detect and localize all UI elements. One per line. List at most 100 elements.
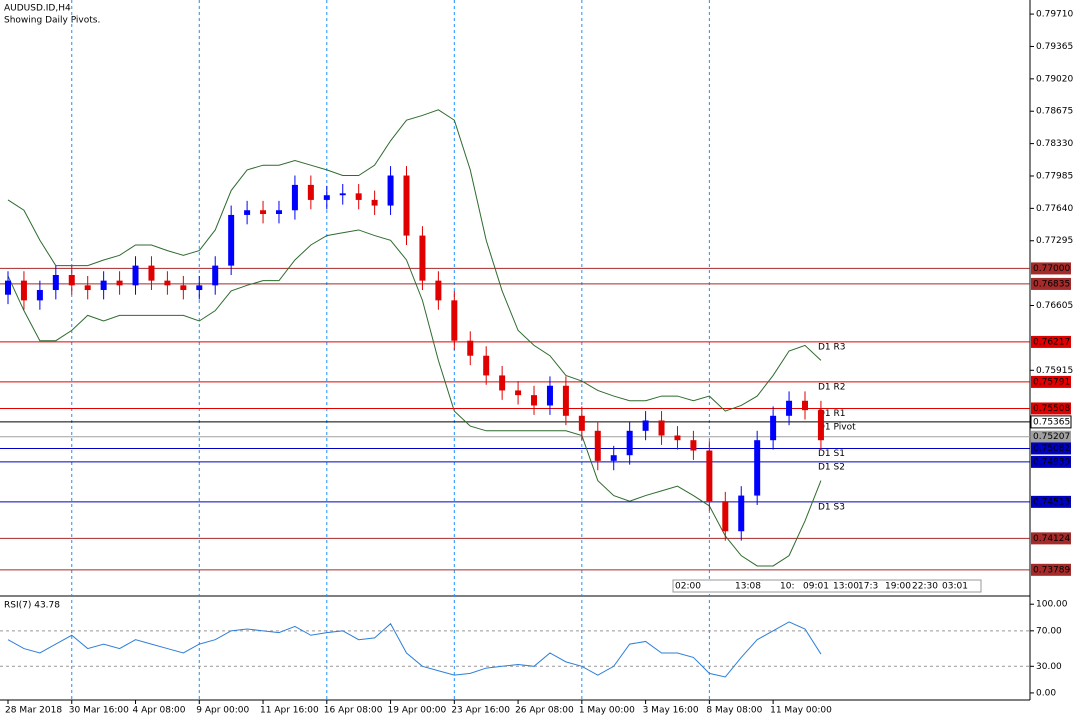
candle-body: [817, 410, 824, 441]
candle-body: [499, 375, 506, 391]
x-tick-label: 30 Mar 16:00: [69, 706, 129, 716]
pivot-price-label: 0.77000: [1033, 264, 1070, 274]
pivot-price-box: [1031, 335, 1071, 348]
candle-body: [531, 395, 538, 406]
y-tick-label: 0.75915: [1036, 366, 1073, 376]
candle-body: [467, 340, 474, 356]
candle-body: [291, 184, 298, 211]
candle-body: [355, 193, 362, 200]
pivot-name: D1 Pivot: [818, 422, 856, 432]
y-tick-label: 100.00: [1036, 600, 1068, 610]
pivot-price-label: 0.74124: [1033, 534, 1070, 544]
pivot-price-label: 0.74513: [1033, 497, 1070, 507]
candle-body: [68, 275, 75, 286]
pivot-name: D1 R3: [818, 342, 846, 352]
candle-body: [658, 420, 665, 436]
candle-body: [435, 280, 442, 301]
x-tick-label: 11 Apr 16:00: [260, 706, 319, 716]
pivot-price-box: [1031, 375, 1071, 388]
x-tick-label: 23 Apr 16:00: [451, 706, 510, 716]
candle-body: [164, 280, 171, 286]
candle-body: [754, 440, 761, 496]
x-tick-label: 16 Apr 08:00: [324, 706, 383, 716]
candle-body: [626, 430, 633, 456]
pivot-price-box: [1031, 563, 1071, 576]
candle-body: [610, 455, 617, 461]
candle-body: [674, 435, 681, 441]
candle-body: [594, 430, 601, 461]
y-tick-label: 0.79365: [1036, 42, 1073, 52]
candle-body: [196, 285, 203, 291]
candle-body: [706, 450, 713, 502]
pivot-price-label: 0.75365: [1033, 417, 1070, 427]
pivot-price-label: 0.75791: [1033, 377, 1070, 387]
y-tick-label: 0.00: [1036, 688, 1056, 698]
x-tick-label: 19 Apr 00:00: [388, 706, 447, 716]
candle-body: [212, 265, 219, 286]
candle-body: [20, 280, 27, 301]
candle-body: [52, 275, 59, 291]
candle-body: [451, 300, 458, 341]
session-label: 13:08: [735, 582, 761, 592]
pivot-name: D1 R1: [818, 409, 846, 419]
session-label: 09:01: [803, 582, 829, 592]
candle-body: [275, 210, 282, 214]
candle-body: [36, 290, 43, 301]
y-tick-label: 0.78675: [1036, 107, 1073, 117]
rsi-line: [7, 621, 822, 678]
candle-body: [260, 210, 267, 214]
y-tick-label: 30.00: [1036, 662, 1062, 672]
y-tick-label: 0.77640: [1036, 204, 1073, 214]
candle-body: [562, 385, 569, 416]
x-tick-label: 28 Mar 2018: [5, 706, 62, 716]
session-label: 02:00: [675, 582, 701, 592]
candle-body: [802, 400, 808, 411]
pivot-price-label: 0.73789: [1033, 565, 1070, 575]
pivot-price-box: [1031, 262, 1071, 275]
candle-body: [132, 265, 139, 286]
pivot-price-label: 0.76217: [1033, 337, 1070, 347]
session-label: 13:00: [833, 582, 859, 592]
y-tick-label: 0.77985: [1036, 171, 1073, 181]
candle-body: [100, 280, 107, 291]
y-tick-label: 0.77295: [1036, 236, 1073, 246]
session-label: 22:30: [912, 582, 938, 592]
pivot-price-label: 0.75207: [1033, 432, 1070, 442]
pivot-price-box: [1031, 277, 1071, 290]
session-bar: [672, 579, 982, 593]
candle-body: [180, 285, 187, 291]
candle-body: [244, 210, 251, 215]
pivot-price-box: [1031, 430, 1071, 443]
pivot-price-box: [1031, 495, 1071, 508]
pivot-name: D1 S3: [818, 502, 845, 512]
pivot-price-box: [1031, 532, 1071, 545]
x-tick-label: 3 May 16:00: [643, 706, 699, 716]
bollinger-upper: [7, 109, 822, 412]
candle-body: [642, 420, 649, 431]
candle-body: [770, 415, 777, 441]
chart-subtitle: Showing Daily Pivots.: [4, 16, 100, 26]
pivot-name: D1 S2: [818, 462, 845, 472]
chart-title: AUDUSD.ID,H4: [4, 4, 71, 14]
session-label: 19:00: [885, 582, 911, 592]
candle-body: [403, 175, 410, 236]
candle-body: [116, 280, 123, 286]
candle-body: [722, 501, 729, 532]
x-tick-label: 8 May 08:00: [706, 706, 762, 716]
candle-body: [148, 265, 155, 281]
pivot-price-box: [1030, 415, 1072, 429]
pivot-price-box: [1031, 442, 1071, 455]
pivot-name: D1 R2: [818, 382, 846, 392]
y-tick-label: 0.79710: [1036, 10, 1073, 20]
candle-body: [546, 385, 553, 406]
candle-body: [419, 235, 426, 281]
session-label: 17:3: [858, 582, 878, 592]
candle-body: [84, 285, 91, 291]
candle-body: [786, 400, 793, 416]
bollinger-lower: [7, 229, 822, 567]
y-tick-label: 0.76605: [1036, 301, 1073, 311]
pivot-price-label: 0.75508: [1033, 404, 1070, 414]
y-tick-label: 0.79020: [1036, 74, 1073, 84]
